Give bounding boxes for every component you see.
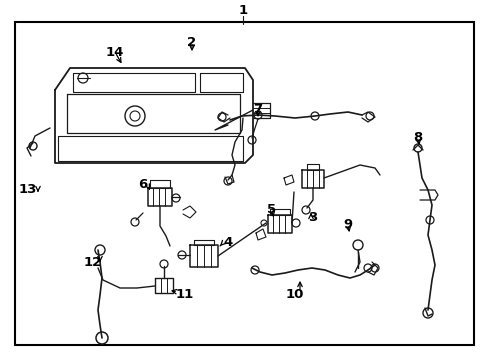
Text: 11: 11 [176,288,194,301]
Text: 7: 7 [253,104,262,117]
Text: 14: 14 [105,45,124,58]
Text: 1: 1 [238,4,247,17]
Text: 10: 10 [285,288,304,301]
Text: 9: 9 [343,219,352,231]
Text: 8: 8 [412,131,422,144]
Text: 13: 13 [19,184,37,197]
Text: 3: 3 [308,211,317,225]
Bar [15,22,473,345]
Text: 5: 5 [267,203,276,216]
Text: 6: 6 [138,179,147,192]
Text: 2: 2 [187,36,196,49]
Text: 4: 4 [223,237,232,249]
Text: 12: 12 [84,256,102,269]
